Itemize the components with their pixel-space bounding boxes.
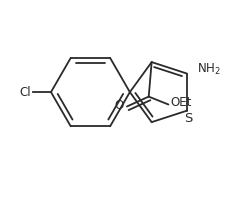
Text: O: O — [115, 99, 124, 112]
Text: S: S — [184, 112, 192, 125]
Text: OEt: OEt — [170, 96, 192, 109]
Text: Cl: Cl — [20, 86, 31, 99]
Text: NH$_2$: NH$_2$ — [197, 62, 221, 77]
